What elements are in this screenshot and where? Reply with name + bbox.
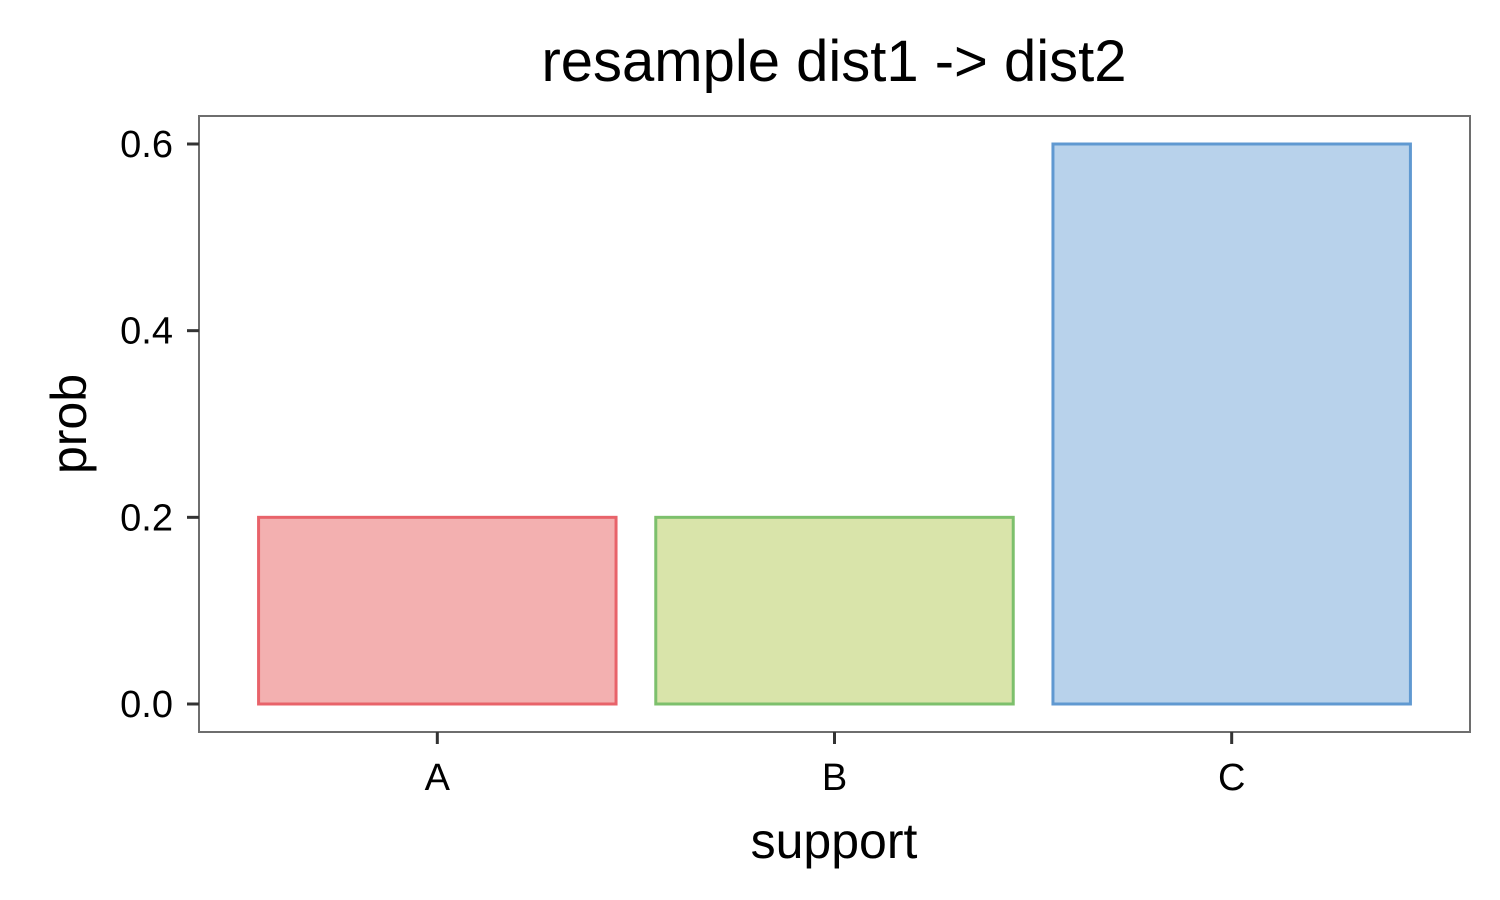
- y-axis-label: prob: [41, 374, 97, 474]
- y-tick-label: 0.6: [120, 124, 173, 166]
- y-axis: 0.0 0.2 0.4 0.6: [120, 124, 199, 726]
- bar-B: [654, 515, 1015, 706]
- y-tick-label: 0.4: [120, 311, 173, 353]
- bar-C: [1051, 142, 1412, 706]
- chart-title: resample dist1 -> dist2: [541, 29, 1126, 94]
- bar-A: [257, 515, 618, 706]
- x-axis-label: support: [751, 813, 918, 869]
- x-tick-label-A: A: [425, 757, 451, 799]
- y-tick-label: 0.0: [120, 684, 173, 726]
- y-tick-label: 0.2: [120, 497, 173, 539]
- bars: [257, 142, 1412, 706]
- x-axis: A B C: [425, 732, 1245, 799]
- x-tick-label-B: B: [822, 757, 847, 799]
- x-tick-label-C: C: [1218, 757, 1245, 799]
